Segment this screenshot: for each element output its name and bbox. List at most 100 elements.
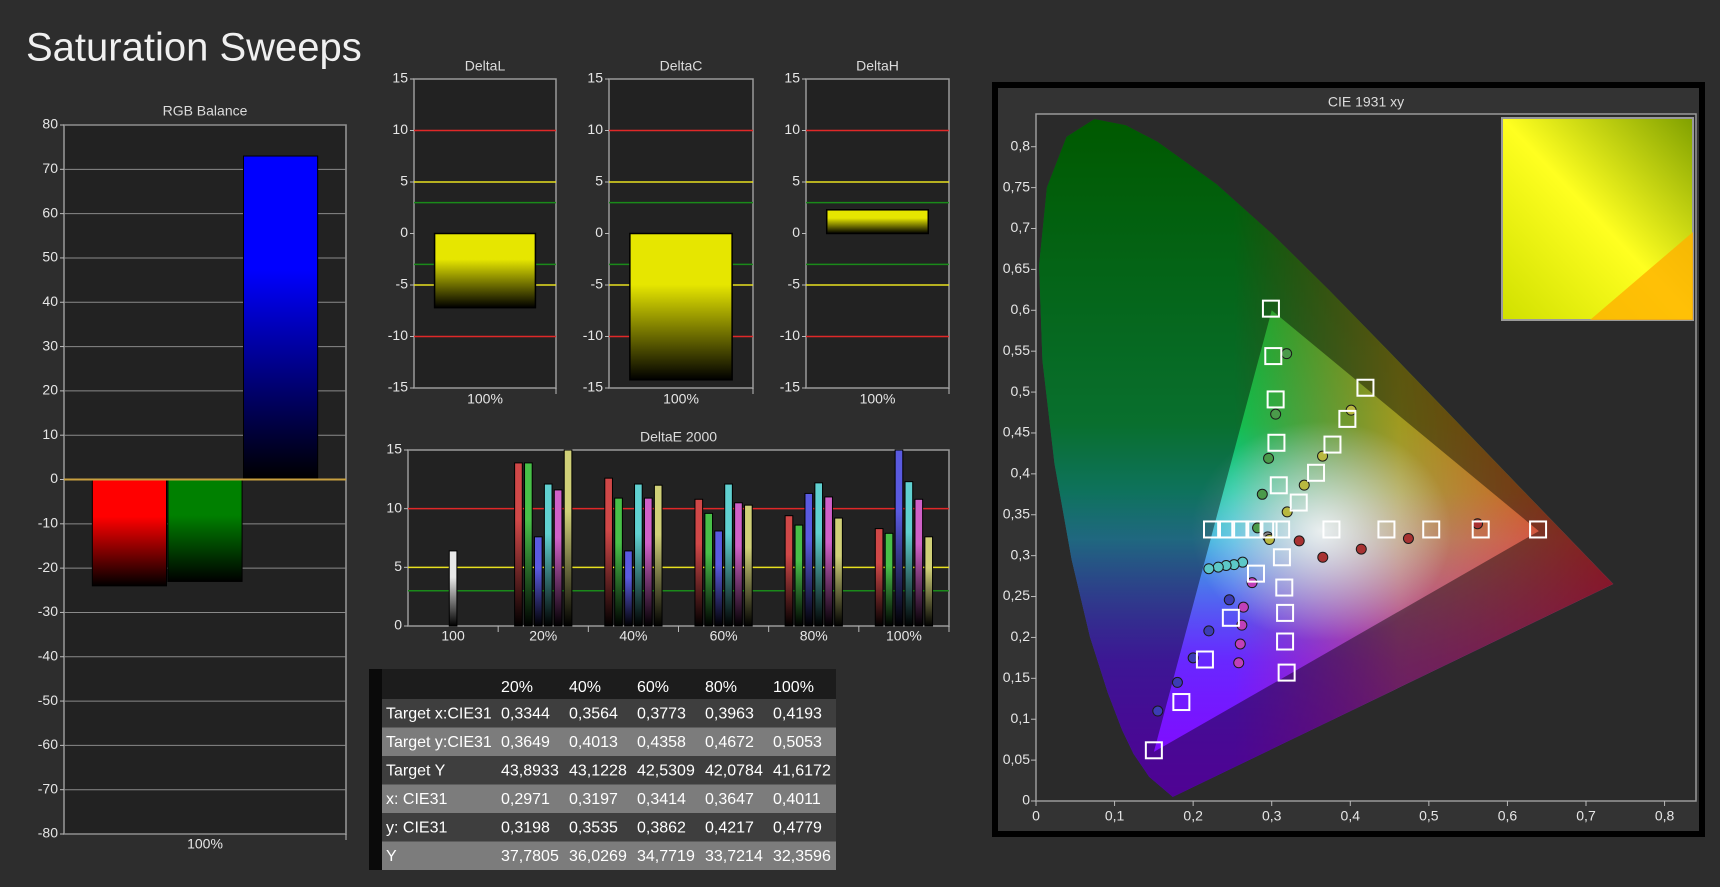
bar [624, 550, 633, 627]
y-tick-label: -50 [38, 692, 58, 708]
y-tick-label: 0,35 [1003, 505, 1030, 521]
x-tick-label: 0 [1032, 808, 1040, 824]
y-tick-label: 0,65 [1003, 260, 1030, 276]
table-cell: 36,0269 [569, 848, 627, 865]
y-tick-label: -10 [38, 515, 58, 531]
table-header-cell: 60% [637, 679, 669, 696]
table-row [369, 727, 836, 756]
y-tick-label: 60 [42, 204, 58, 220]
y-tick-label: -5 [788, 276, 801, 292]
target-marker [1231, 520, 1250, 539]
target-marker [1275, 578, 1294, 597]
table-cell: 0,4358 [637, 734, 686, 751]
table-cell: 42,5309 [637, 762, 695, 779]
bar [784, 515, 794, 627]
bar [704, 512, 714, 627]
y-tick-label: 0,3 [1011, 546, 1031, 562]
bar [629, 232, 733, 381]
table-header-cell: 100% [773, 679, 814, 696]
table-row-label: y: CIE31 [386, 819, 447, 836]
y-tick-label: -40 [38, 647, 58, 663]
measured-marker [1187, 652, 1199, 664]
table-cell: 0,3414 [637, 791, 686, 808]
table-cell: 0,4193 [773, 705, 822, 722]
y-tick-label: 10 [392, 121, 408, 137]
measured-marker [1293, 535, 1305, 547]
y-tick-label: 15 [392, 70, 408, 86]
y-tick-label: 0 [394, 617, 402, 633]
measured-marker [1281, 348, 1293, 360]
table-cell: 33,7214 [705, 848, 763, 865]
y-tick-label: -70 [38, 780, 58, 796]
bar [804, 492, 814, 627]
target-marker [1247, 564, 1265, 583]
target-marker [1422, 520, 1441, 539]
table-cell: 43,8933 [501, 762, 559, 779]
table-cell: 34,7719 [637, 848, 695, 865]
x-tick-label: 80% [800, 628, 828, 644]
bar [884, 532, 894, 627]
y-tick-label: 0,5 [1011, 383, 1031, 399]
y-tick-label: 10 [784, 121, 800, 137]
locus-white [1191, 421, 1452, 642]
target-marker [1276, 603, 1295, 622]
bar [724, 483, 733, 627]
y-tick-label: 10 [386, 499, 402, 515]
x-tick-label: 0,7 [1576, 808, 1596, 824]
y-tick-label: 10 [587, 121, 603, 137]
x-tick-label: 0,4 [1341, 808, 1361, 824]
y-tick-label: -20 [38, 559, 58, 575]
table-cell: 0,5053 [773, 734, 822, 751]
table-cell: 43,1228 [569, 762, 627, 779]
bar [814, 482, 824, 627]
y-tick-label: 0 [1022, 792, 1030, 808]
chart-title: DeltaC [660, 58, 703, 74]
x-tick-label: 0,2 [1183, 808, 1203, 824]
x-tick-label: 0,8 [1655, 808, 1675, 824]
table-row [369, 784, 836, 813]
y-tick-label: 0,2 [1011, 628, 1031, 644]
y-tick-label: -10 [583, 327, 603, 343]
target-marker [1529, 520, 1548, 539]
target-marker [1266, 390, 1285, 409]
x-tick-label: 100% [187, 836, 223, 852]
y-tick-label: 0,55 [1003, 342, 1030, 358]
y-tick-label: 5 [792, 173, 800, 189]
y-tick-label: 0,4 [1011, 465, 1031, 481]
y-tick-label: 15 [587, 70, 603, 86]
target-marker [1307, 463, 1326, 482]
x-tick-label: 0,6 [1498, 808, 1518, 824]
bar [794, 524, 804, 627]
table-cell: 0,3963 [705, 705, 754, 722]
x-tick-label: 0,5 [1419, 808, 1439, 824]
measured-marker [1234, 638, 1246, 650]
target-marker [1195, 650, 1214, 669]
y-tick-label: 5 [400, 173, 408, 189]
y-tick-label: 15 [386, 441, 402, 457]
table-cell: 0,2971 [501, 791, 550, 808]
table-cell: 0,3197 [569, 791, 618, 808]
bar [744, 504, 753, 627]
bar [543, 483, 553, 627]
zoom-inset-edge [1590, 232, 1693, 320]
target-marker [1277, 663, 1296, 682]
y-tick-label: 0,75 [1003, 178, 1030, 194]
target-marker [1261, 299, 1280, 318]
target-marker [1338, 409, 1357, 428]
y-tick-label: 0 [792, 224, 800, 240]
bar [448, 550, 458, 627]
y-tick-label: 0,8 [1011, 137, 1031, 153]
y-tick-label: 0 [400, 224, 408, 240]
bar [524, 462, 533, 627]
measured-marker [1152, 705, 1164, 717]
target-marker [1272, 548, 1291, 567]
table-row-label: Y [386, 848, 397, 865]
measured-marker [1203, 563, 1215, 575]
bar [825, 209, 930, 235]
target-marker [1272, 520, 1291, 539]
bar [514, 462, 523, 627]
measured-marker [1171, 676, 1183, 688]
bar [614, 497, 623, 627]
y-tick-label: -15 [583, 379, 603, 395]
